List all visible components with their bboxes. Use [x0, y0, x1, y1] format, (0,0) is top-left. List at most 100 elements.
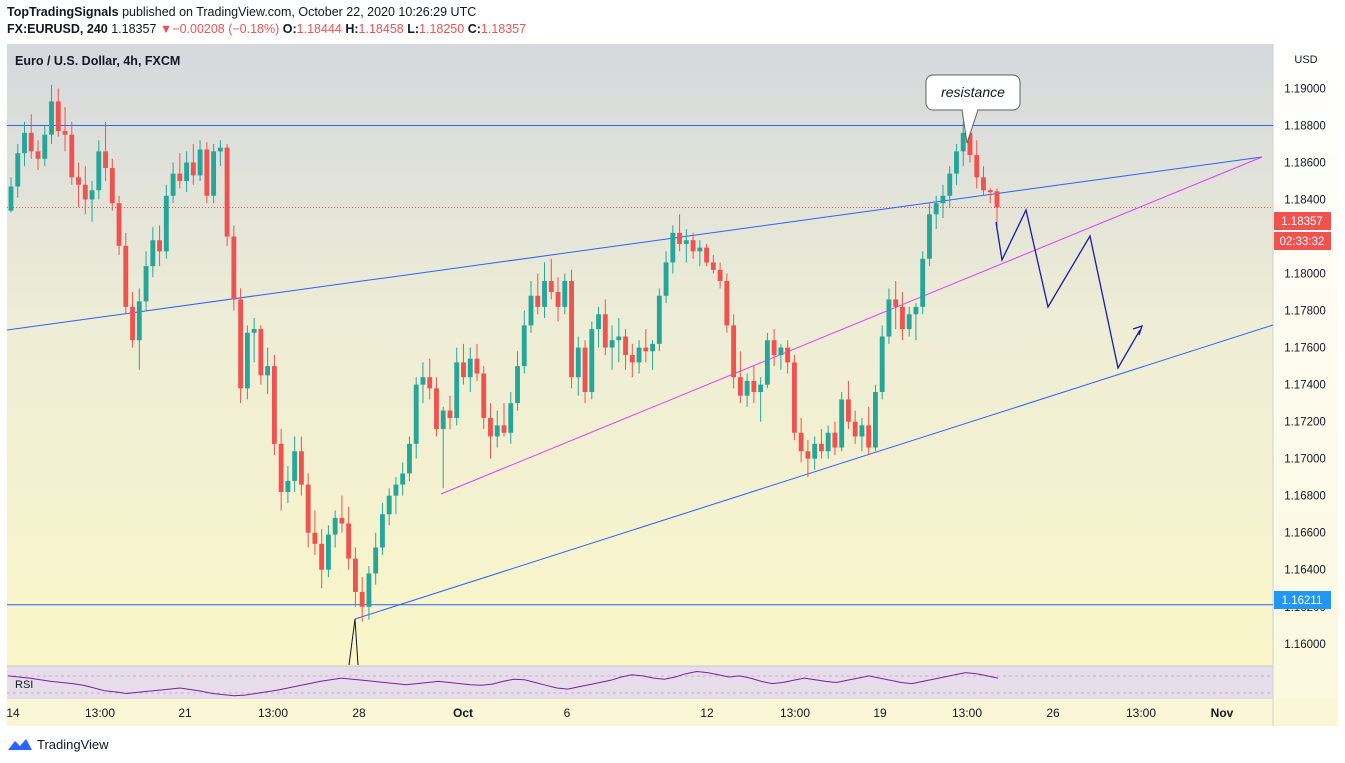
candle-body [636, 347, 642, 363]
candle-body [643, 347, 649, 352]
candle [535, 273, 541, 315]
candle [440, 406, 446, 489]
candle-body [697, 247, 703, 252]
candle-body [55, 101, 61, 132]
candle-body [217, 147, 223, 152]
candle [346, 506, 352, 570]
candle-body [832, 432, 838, 448]
last-price-tag: 1.18357 02:33:32 [1274, 212, 1331, 250]
candle [28, 114, 34, 159]
candle [231, 225, 237, 311]
support-price-label: 1.16211 [1282, 595, 1323, 607]
projection-arrowhead [1132, 324, 1144, 336]
x-tick-label: 19 [873, 706, 887, 720]
candle [791, 355, 797, 441]
candle [731, 314, 737, 389]
candle-body [204, 149, 210, 196]
candle-body [467, 358, 473, 378]
candle-body [954, 151, 959, 174]
candle-body [170, 173, 176, 196]
x-tick-label: 12 [700, 706, 714, 720]
close-value: 1.18357 [480, 22, 527, 36]
candle [271, 355, 277, 455]
y-tick-label: 1.18800 [1284, 120, 1326, 132]
upper-trendline [6, 156, 1263, 331]
candle-body [332, 517, 338, 535]
candle [224, 143, 230, 246]
x-tick-label: 28 [352, 706, 366, 720]
candle-body [562, 280, 568, 307]
low-label: L: [407, 22, 420, 36]
open-value: 1.18444 [296, 22, 342, 36]
candle [589, 321, 595, 400]
candle [602, 299, 608, 355]
published-text: published on TradingView.com, October 22… [122, 5, 477, 19]
price-axis[interactable] [1273, 44, 1338, 699]
candle [69, 121, 75, 185]
resistance-callout[interactable]: resistance [925, 74, 1021, 144]
candle [663, 251, 669, 304]
candle-body [35, 151, 41, 159]
publisher-name[interactable]: TopTradingSignals [7, 5, 119, 19]
time-axis[interactable] [7, 699, 1338, 726]
candle [103, 121, 108, 181]
candle [15, 143, 21, 198]
y-tick-label: 1.16600 [1284, 528, 1326, 540]
candle [548, 258, 554, 300]
candle-body [744, 380, 750, 396]
candle [805, 440, 811, 478]
y-tick-label: 1.19000 [1284, 83, 1326, 95]
candle [927, 203, 932, 267]
candle [555, 277, 561, 322]
candle-body [150, 240, 156, 267]
candle [717, 262, 723, 289]
candle [96, 140, 102, 200]
brand-name[interactable]: TradingView [37, 736, 109, 752]
candle [292, 436, 298, 492]
candle [893, 280, 899, 330]
rsi-line [7, 670, 999, 697]
candle-body [116, 203, 122, 246]
y-tick-label: 1.17000 [1284, 454, 1326, 466]
candle-body [575, 347, 581, 378]
x-tick-label: 13:00 [952, 706, 982, 720]
candle [177, 153, 183, 189]
candle [879, 325, 885, 400]
candle [393, 477, 399, 515]
candle [407, 436, 412, 481]
candle-body [542, 280, 547, 307]
candle-body [920, 258, 926, 307]
candle-body [839, 399, 845, 448]
candle-body [670, 232, 676, 263]
candle [629, 343, 635, 378]
candle-body [440, 410, 446, 430]
candle-body [582, 347, 588, 393]
x-tick-label: 6 [564, 706, 571, 720]
candle-body [143, 266, 149, 302]
candle-body [184, 162, 190, 181]
candle [812, 436, 818, 470]
candle [386, 488, 392, 526]
candle-body [481, 373, 487, 418]
candle [109, 158, 115, 211]
candle-body [386, 495, 392, 515]
candle-body [42, 134, 48, 159]
candle [508, 392, 514, 444]
candle [643, 329, 649, 363]
candle-body [758, 384, 764, 393]
candle [312, 510, 318, 555]
candle-body [109, 168, 115, 204]
candle [960, 121, 966, 167]
candle-body [508, 403, 514, 433]
candle [906, 306, 912, 337]
candle [690, 232, 696, 259]
x-tick-label: 13:00 [780, 706, 810, 720]
support-price-tag: 1.16211 [1274, 591, 1331, 609]
candle-body [103, 151, 108, 169]
y-tick-label: 1.16800 [1284, 491, 1326, 503]
candle [886, 288, 892, 344]
candle-body [359, 591, 365, 607]
candle-body [461, 362, 466, 378]
candle-body [940, 195, 946, 204]
